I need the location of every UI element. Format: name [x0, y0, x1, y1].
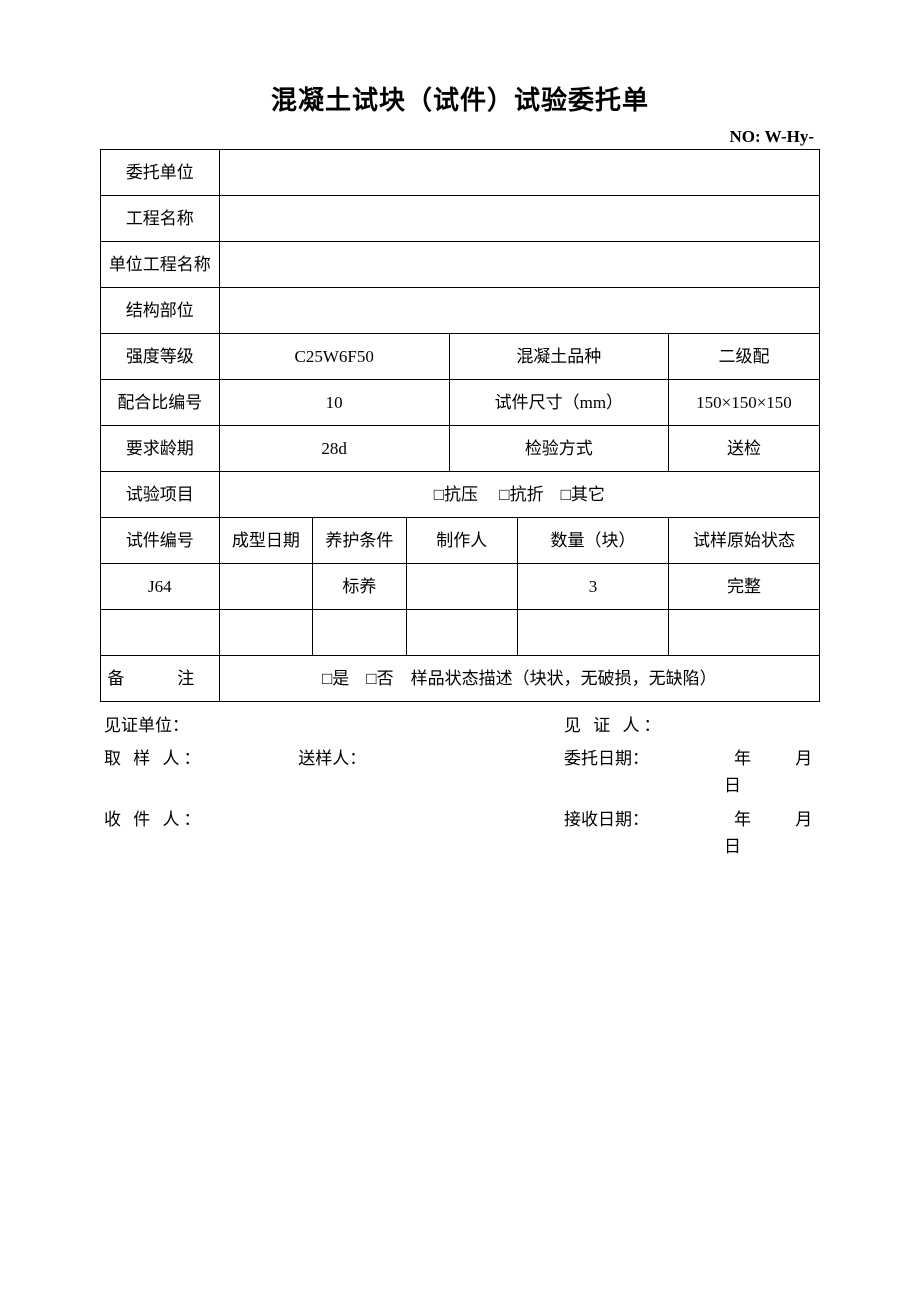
value-test-items[interactable]: □抗压 □抗折 □其它 [219, 472, 819, 518]
value-structure-part[interactable] [219, 288, 819, 334]
label-sender: 送样人： [298, 749, 366, 768]
label-project-name: 工程名称 [101, 196, 220, 242]
cell-curing: 标养 [313, 564, 406, 610]
label-specimen-no: 试件编号 [101, 518, 220, 564]
label-concrete-type: 混凝土品种 [449, 334, 668, 380]
label-sample-state: 试样原始状态 [668, 518, 819, 564]
value-receiver[interactable] [224, 806, 424, 860]
label-receive-date: 接收日期： [564, 806, 684, 860]
unit-day: 日 [724, 837, 741, 856]
label-quantity: 数量（块） [517, 518, 668, 564]
specimen-row: J64 标养 3 完整 [101, 564, 820, 610]
label-curing-cond: 养护条件 [313, 518, 406, 564]
cell-specimen-no: J64 [101, 564, 220, 610]
value-mix-ratio-no: 10 [219, 380, 449, 426]
label-test-items: 试验项目 [101, 472, 220, 518]
label-witness-person: 见 证 人： [564, 712, 684, 739]
value-sender[interactable] [424, 745, 564, 799]
cell-mold-date[interactable] [219, 610, 312, 656]
value-unit-project-name[interactable] [219, 242, 819, 288]
value-witness-unit[interactable] [224, 712, 424, 739]
specimen-row [101, 610, 820, 656]
cell-maker[interactable] [406, 610, 517, 656]
label-remarks: 备 注 [101, 656, 220, 702]
page-title: 混凝土试块（试件）试验委托单 [100, 80, 820, 117]
value-required-age: 28d [219, 426, 449, 472]
remarks-sample-state-line[interactable]: □是 □否 样品状态描述（块状，无破损，无缺陷） [322, 669, 717, 688]
label-strength-grade: 强度等级 [101, 334, 220, 380]
label-required-age: 要求龄期 [101, 426, 220, 472]
unit-day: 日 [724, 776, 741, 795]
cell-state: 完整 [668, 564, 819, 610]
label-sampler: 取 样 人： [104, 745, 224, 799]
label-entrust-unit: 委托单位 [101, 150, 220, 196]
cell-maker[interactable] [406, 564, 517, 610]
cell-specimen-no[interactable] [101, 610, 220, 656]
value-inspection-method: 送检 [668, 426, 819, 472]
value-concrete-type: 二级配 [668, 334, 819, 380]
cell-curing[interactable] [313, 610, 406, 656]
label-witness-unit: 见证单位： [104, 712, 224, 739]
test-items-checkboxes[interactable]: □抗压 □抗折 □其它 [434, 485, 605, 504]
unit-year: 年 [734, 749, 751, 768]
label-inspection-method: 检验方式 [449, 426, 668, 472]
label-structure-part: 结构部位 [101, 288, 220, 334]
footer: 见证单位： 见 证 人： 取 样 人： 送样人： 委托日期： 年 月 日 收 件… [100, 712, 820, 860]
value-entrust-date[interactable]: 年 月 日 [684, 745, 816, 799]
unit-month: 月 [795, 749, 812, 768]
label-unit-project-name: 单位工程名称 [101, 242, 220, 288]
label-mix-ratio-no: 配合比编号 [101, 380, 220, 426]
page: 混凝土试块（试件）试验委托单 NO: W-Hy- 委托单位 工程名称 单位工程名… [0, 0, 920, 906]
label-maker: 制作人 [406, 518, 517, 564]
value-receive-date[interactable]: 年 月 日 [684, 806, 816, 860]
cell-qty: 3 [517, 564, 668, 610]
value-remarks[interactable]: □是 □否 样品状态描述（块状，无破损，无缺陷） [219, 656, 819, 702]
cell-qty[interactable] [517, 610, 668, 656]
unit-year: 年 [734, 810, 751, 829]
label-specimen-size: 试件尺寸（mm） [449, 380, 668, 426]
cell-mold-date[interactable] [219, 564, 312, 610]
value-specimen-size: 150×150×150 [668, 380, 819, 426]
label-entrust-date: 委托日期： [564, 745, 684, 799]
cell-state[interactable] [668, 610, 819, 656]
form-table: 委托单位 工程名称 单位工程名称 结构部位 强度等级 C25W6F50 混凝土品… [100, 149, 820, 702]
value-project-name[interactable] [219, 196, 819, 242]
label-mold-date: 成型日期 [219, 518, 312, 564]
unit-month: 月 [795, 810, 812, 829]
value-entrust-unit[interactable] [219, 150, 819, 196]
value-strength-grade: C25W6F50 [219, 334, 449, 380]
value-witness-person[interactable] [684, 712, 816, 739]
document-number: NO: W-Hy- [100, 127, 820, 147]
label-receiver: 收 件 人： [104, 806, 224, 860]
